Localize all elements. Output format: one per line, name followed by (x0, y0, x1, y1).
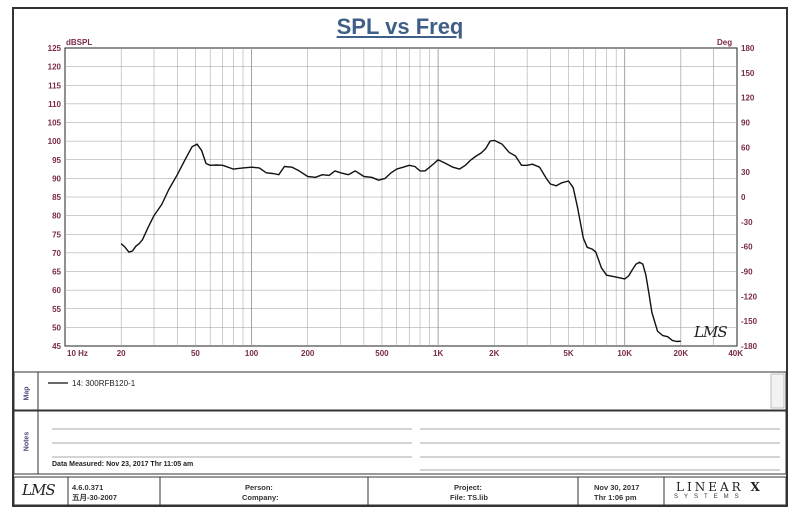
y-left-tick-label: 60 (52, 286, 61, 295)
y-left-unit: dBSPL (66, 38, 93, 47)
x-tick-label: 10K (617, 349, 632, 358)
y-left-tick-label: 75 (52, 230, 61, 239)
y-right-tick-label: 0 (741, 193, 746, 202)
notes-label: Notes (23, 431, 31, 452)
brand-name: LINEAR (676, 480, 744, 494)
version-date: 五月-30-2007 (72, 493, 118, 502)
y-left-tick-label: 110 (48, 100, 61, 109)
x-tick-label: 200 (301, 349, 315, 358)
y-left-tick-label: 125 (48, 44, 62, 53)
x-tick-label: 100 (245, 349, 259, 358)
y-right-tick-label: 30 (741, 168, 750, 177)
spl-curve (120, 139, 681, 343)
y-right-tick-label: -30 (741, 218, 753, 227)
y-left-tick-label: 80 (52, 212, 61, 221)
y-right-tick-label: -180 (741, 342, 758, 351)
y-right-tick-label: 120 (741, 94, 755, 103)
footer-panel (13, 476, 787, 506)
brand-subtitle: SYSTEMS (674, 494, 745, 500)
x-tick-label: 20K (673, 349, 688, 358)
person-label: Person: (245, 483, 273, 492)
legend-entry: 14: 300RFB120-1 (72, 379, 136, 388)
y-left-tick-label: 85 (52, 193, 61, 202)
footer-time: Thr 1:06 pm (594, 493, 637, 502)
y-right-tick-label: 60 (741, 143, 750, 152)
y-left-tick-label: 70 (52, 249, 61, 258)
map-panel (13, 371, 787, 411)
map-scrollbar (770, 373, 785, 409)
brand-x: X (750, 480, 763, 494)
y-right-tick-label: -90 (741, 268, 753, 277)
y-left-tick-label: 95 (52, 156, 61, 165)
y-left-tick-label: 115 (48, 81, 61, 90)
chart-title: SPL vs Freq (336, 14, 464, 39)
y-left-tick-label: 50 (52, 323, 61, 332)
y-left-tick-label: 100 (48, 137, 62, 146)
date-measured: Data Measured: Nov 23, 2017 Thr 11:05 am (52, 461, 194, 468)
y-right-tick-label: 90 (741, 119, 750, 128)
y-left-tick-label: 105 (48, 119, 62, 128)
y-left-tick-label: 90 (52, 174, 61, 183)
file-label: File: TS.lib (450, 493, 488, 502)
x-tick-label: 40K (728, 349, 743, 358)
project-label: Project: (454, 483, 482, 492)
y-left-tick-label: 120 (48, 63, 62, 72)
lms-signature: LMS (694, 323, 728, 341)
footer-date: Nov 30, 2017 (594, 483, 640, 492)
x-tick-label: 5K (563, 349, 573, 358)
x-tick-label: 2K (489, 349, 499, 358)
y-right-unit: Deg (717, 38, 733, 47)
y-left-tick-label: 65 (52, 268, 61, 277)
x-tick-label: 1K (433, 349, 443, 358)
x-tick-label: 20 (117, 349, 126, 358)
y-right-tick-label: -60 (741, 243, 753, 252)
x-tick-label: 50 (191, 349, 200, 358)
y-left-tick-label: 45 (52, 342, 61, 351)
x-tick-label: 500 (375, 349, 389, 358)
notes-panel (13, 410, 787, 475)
y-right-tick-label: 150 (741, 69, 755, 78)
y-right-tick-label: -150 (741, 317, 758, 326)
y-right-tick-label: -120 (741, 292, 758, 301)
company-label: Company: (242, 493, 279, 502)
footer-logo: LMS (22, 481, 56, 499)
version-number: 4.6.0.371 (72, 483, 104, 492)
brand-logo: LINEAR X (676, 480, 763, 494)
y-left-tick-label: 55 (52, 305, 61, 314)
map-label: Map (23, 386, 31, 401)
x-tick-label: 10 Hz (67, 349, 88, 358)
y-right-tick-label: 180 (741, 44, 755, 53)
